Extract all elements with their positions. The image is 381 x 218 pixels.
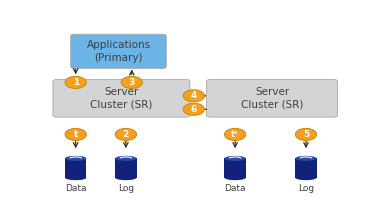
FancyBboxPatch shape (207, 80, 338, 117)
Text: t¹: t¹ (231, 130, 239, 139)
Circle shape (295, 128, 317, 140)
Ellipse shape (115, 175, 136, 180)
Text: 3: 3 (129, 78, 135, 87)
Ellipse shape (224, 175, 246, 180)
Circle shape (115, 128, 136, 140)
Bar (295, 158, 317, 178)
Bar (115, 158, 136, 178)
Text: 4: 4 (190, 91, 197, 100)
Text: 2: 2 (123, 130, 129, 139)
Text: Server
Cluster (SR): Server Cluster (SR) (90, 87, 153, 110)
Circle shape (183, 90, 205, 102)
Text: Data: Data (65, 184, 86, 192)
Circle shape (65, 128, 86, 140)
Text: 5: 5 (303, 130, 309, 139)
Ellipse shape (65, 156, 86, 161)
Ellipse shape (295, 175, 317, 180)
Circle shape (224, 128, 246, 140)
Ellipse shape (295, 156, 317, 161)
Circle shape (121, 76, 142, 89)
Circle shape (183, 103, 205, 115)
Ellipse shape (65, 175, 86, 180)
Bar (65, 158, 86, 178)
Ellipse shape (224, 156, 246, 161)
Text: 6: 6 (190, 105, 197, 114)
Text: Applications
(Primary): Applications (Primary) (86, 40, 150, 63)
Text: Log: Log (298, 184, 314, 192)
Text: Log: Log (118, 184, 134, 192)
Text: 1: 1 (72, 78, 79, 87)
Circle shape (65, 76, 86, 89)
Ellipse shape (115, 156, 136, 161)
Bar (224, 158, 246, 178)
FancyBboxPatch shape (53, 80, 190, 117)
Text: Server
Cluster (SR): Server Cluster (SR) (241, 87, 303, 110)
FancyBboxPatch shape (70, 34, 166, 68)
Text: Data: Data (224, 184, 246, 192)
Text: t: t (74, 130, 78, 139)
